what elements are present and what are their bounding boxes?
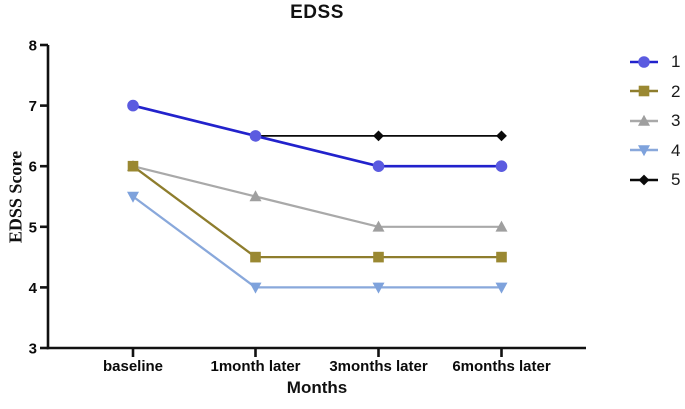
series-1-line: [132, 104, 502, 168]
legend-label: 3: [671, 111, 681, 131]
series-4-marker: [372, 282, 385, 294]
legend-marker: [638, 55, 650, 68]
legend-marker: [638, 114, 650, 126]
legend-diamond-icon: [630, 174, 658, 186]
legend-triangle-down-icon: [630, 145, 658, 157]
x-tick-label: baseline: [103, 358, 163, 375]
y-tick-label: 8: [29, 38, 37, 55]
series-4-line: [132, 195, 502, 289]
x-tick-label: 1month later: [210, 358, 300, 375]
chart-title: EDSS: [290, 2, 344, 23]
series-5-marker: [373, 130, 384, 142]
y-tick-label: 3: [29, 341, 37, 358]
legend-item-1: 1: [628, 47, 680, 77]
series-2-marker: [250, 251, 261, 263]
series-3-marker: [372, 220, 385, 232]
legend-triangle-up-icon: [630, 114, 658, 126]
series-4-marker: [127, 191, 139, 203]
legend-marker: [638, 145, 650, 157]
legend-item-2: 2: [628, 77, 680, 107]
legend-marker: [638, 174, 650, 186]
x-tick-label: 6months later: [452, 358, 551, 375]
series-5-marker: [496, 130, 507, 142]
x-tick-label: 3months later: [329, 358, 428, 375]
legend: 1 2 3 4 5: [628, 47, 680, 195]
series-4-marker: [249, 282, 262, 294]
x-axis-label: Months: [286, 378, 348, 397]
y-tick-label: 6: [29, 159, 37, 176]
legend-circle-icon: [630, 55, 658, 68]
legend-square-icon: [630, 85, 658, 97]
series-1-marker: [372, 160, 385, 172]
legend-label: 1: [671, 52, 681, 72]
series-2-marker: [496, 251, 507, 263]
series-1-marker: [249, 130, 262, 142]
series-1-marker: [127, 99, 139, 112]
series-2-marker: [373, 251, 384, 263]
legend-label: 4: [671, 140, 681, 160]
y-tick-label: 5: [29, 219, 37, 236]
y-tick-label: 4: [29, 280, 38, 297]
legend-label: 2: [671, 81, 681, 101]
legend-label: 5: [671, 170, 681, 190]
legend-item-3: 3: [628, 106, 680, 136]
series-2-marker: [127, 160, 139, 172]
series-1-marker: [495, 160, 508, 172]
series-3-marker: [495, 220, 508, 232]
series-3-line: [132, 165, 502, 228]
series-2-line: [132, 165, 502, 259]
legend-item-5: 5: [628, 165, 680, 195]
legend-item-4: 4: [628, 136, 680, 166]
series-3-marker: [249, 190, 262, 202]
legend-marker: [638, 85, 650, 97]
y-tick-label: 7: [29, 98, 37, 115]
series-4-marker: [495, 282, 508, 294]
